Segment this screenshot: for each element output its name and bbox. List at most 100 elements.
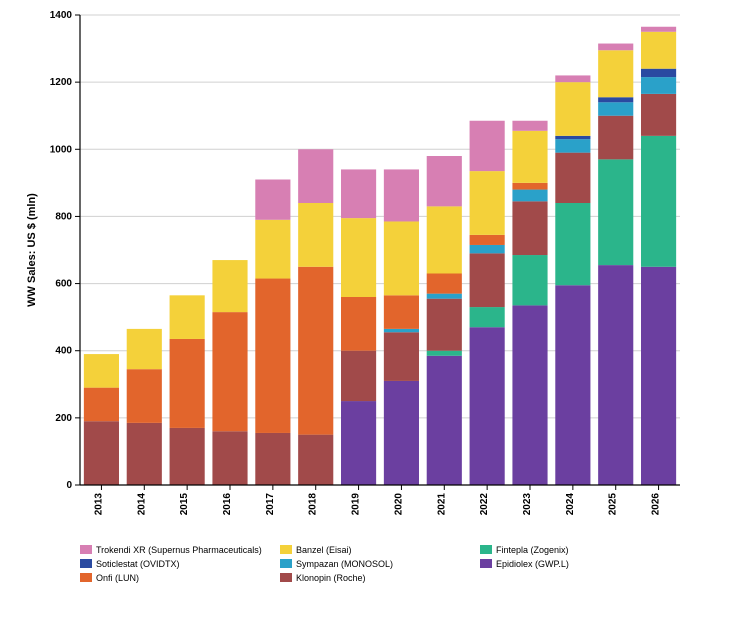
bar-klonopin <box>427 299 462 351</box>
bar-trokendi <box>512 121 547 131</box>
legend-swatch-banzel <box>280 545 292 554</box>
bar-banzel <box>555 82 590 136</box>
bar-epidiolex <box>384 381 419 485</box>
bar-sympazan <box>512 190 547 202</box>
x-tick-label: 2022 <box>479 493 490 516</box>
x-tick-label: 2026 <box>651 493 662 516</box>
bar-trokendi <box>255 180 290 220</box>
x-tick-label: 2013 <box>93 493 104 516</box>
legend-label-klonopin: Klonopin (Roche) <box>296 573 366 583</box>
bar-klonopin <box>212 431 247 485</box>
bar-onfi <box>212 312 247 431</box>
bar-banzel <box>427 206 462 273</box>
bar-onfi <box>255 279 290 433</box>
y-tick-label: 200 <box>55 413 72 424</box>
bar-onfi <box>84 388 119 422</box>
bar-banzel <box>170 295 205 339</box>
bar-sympazan <box>555 139 590 152</box>
bar-trokendi <box>598 44 633 51</box>
legend-label-fintepla: Fintepla (Zogenix) <box>496 545 569 555</box>
legend-swatch-sympazan <box>280 559 292 568</box>
y-tick-label: 0 <box>66 480 72 491</box>
x-tick-label: 2023 <box>522 493 533 516</box>
bar-klonopin <box>127 423 162 485</box>
bar-sympazan <box>384 329 419 332</box>
bar-onfi <box>470 235 505 245</box>
bar-soticlestat <box>598 97 633 102</box>
bar-soticlestat <box>641 69 676 77</box>
legend-swatch-fintepla <box>480 545 492 554</box>
bar-trokendi <box>641 27 676 32</box>
bar-fintepla <box>555 203 590 285</box>
bar-onfi <box>298 267 333 435</box>
legend-swatch-onfi <box>80 573 92 582</box>
x-tick-label: 2024 <box>565 493 576 516</box>
bar-trokendi <box>341 169 376 218</box>
bar-banzel <box>127 329 162 369</box>
bar-onfi <box>170 339 205 428</box>
bar-onfi <box>384 295 419 329</box>
bar-fintepla <box>427 351 462 356</box>
bar-epidiolex <box>598 265 633 485</box>
legend-label-onfi: Onfi (LUN) <box>96 573 139 583</box>
x-tick-label: 2019 <box>351 493 362 516</box>
y-tick-label: 1200 <box>50 77 73 88</box>
legend-swatch-epidiolex <box>480 559 492 568</box>
bar-trokendi <box>384 169 419 221</box>
bar-onfi <box>127 369 162 423</box>
x-tick-label: 2025 <box>608 493 619 516</box>
bar-epidiolex <box>470 327 505 485</box>
bar-klonopin <box>341 351 376 401</box>
bar-epidiolex <box>555 285 590 485</box>
bar-klonopin <box>255 433 290 485</box>
bar-trokendi <box>298 149 333 203</box>
bar-klonopin <box>170 428 205 485</box>
bar-sympazan <box>641 77 676 94</box>
sales-stacked-bar-chart: 0200400600800100012001400201320142015201… <box>0 0 731 622</box>
bar-banzel <box>298 203 333 267</box>
legend-swatch-trokendi <box>80 545 92 554</box>
bar-klonopin <box>384 332 419 381</box>
bar-epidiolex <box>512 305 547 485</box>
legend-label-soticlestat: Soticlestat (OVIDTX) <box>96 559 180 569</box>
bar-fintepla <box>598 159 633 265</box>
legend-swatch-soticlestat <box>80 559 92 568</box>
bar-klonopin <box>298 435 333 485</box>
y-tick-label: 1400 <box>50 10 73 21</box>
bar-fintepla <box>470 307 505 327</box>
bar-klonopin <box>470 253 505 307</box>
y-tick-label: 600 <box>55 279 72 290</box>
legend-label-sympazan: Sympazan (MONOSOL) <box>296 559 393 569</box>
bar-banzel <box>212 260 247 312</box>
bar-klonopin <box>84 421 119 485</box>
bar-trokendi <box>555 75 590 82</box>
bar-trokendi <box>427 156 462 206</box>
bar-epidiolex <box>341 401 376 485</box>
bar-soticlestat <box>555 136 590 139</box>
bar-fintepla <box>641 136 676 267</box>
legend-label-trokendi: Trokendi XR (Supernus Pharmaceuticals) <box>96 545 262 555</box>
bar-sympazan <box>470 245 505 253</box>
legend-label-banzel: Banzel (Eisai) <box>296 545 352 555</box>
x-tick-label: 2018 <box>308 493 319 516</box>
bar-klonopin <box>598 116 633 160</box>
bar-banzel <box>384 221 419 295</box>
bar-banzel <box>255 220 290 279</box>
y-tick-label: 800 <box>55 211 72 222</box>
legend-label-epidiolex: Epidiolex (GWP.L) <box>496 559 569 569</box>
bar-klonopin <box>555 153 590 203</box>
x-tick-label: 2015 <box>179 493 190 516</box>
x-tick-label: 2016 <box>222 493 233 516</box>
x-tick-label: 2020 <box>393 493 404 516</box>
y-axis-label: WW Sales: US $ (mln) <box>26 193 38 307</box>
bar-banzel <box>512 131 547 183</box>
bar-klonopin <box>512 201 547 255</box>
bar-banzel <box>641 32 676 69</box>
bar-sympazan <box>427 294 462 299</box>
bar-sympazan <box>598 102 633 115</box>
y-tick-label: 400 <box>55 346 72 357</box>
bar-banzel <box>341 218 376 297</box>
bar-klonopin <box>641 94 676 136</box>
x-tick-label: 2017 <box>265 493 276 516</box>
bar-epidiolex <box>427 356 462 485</box>
